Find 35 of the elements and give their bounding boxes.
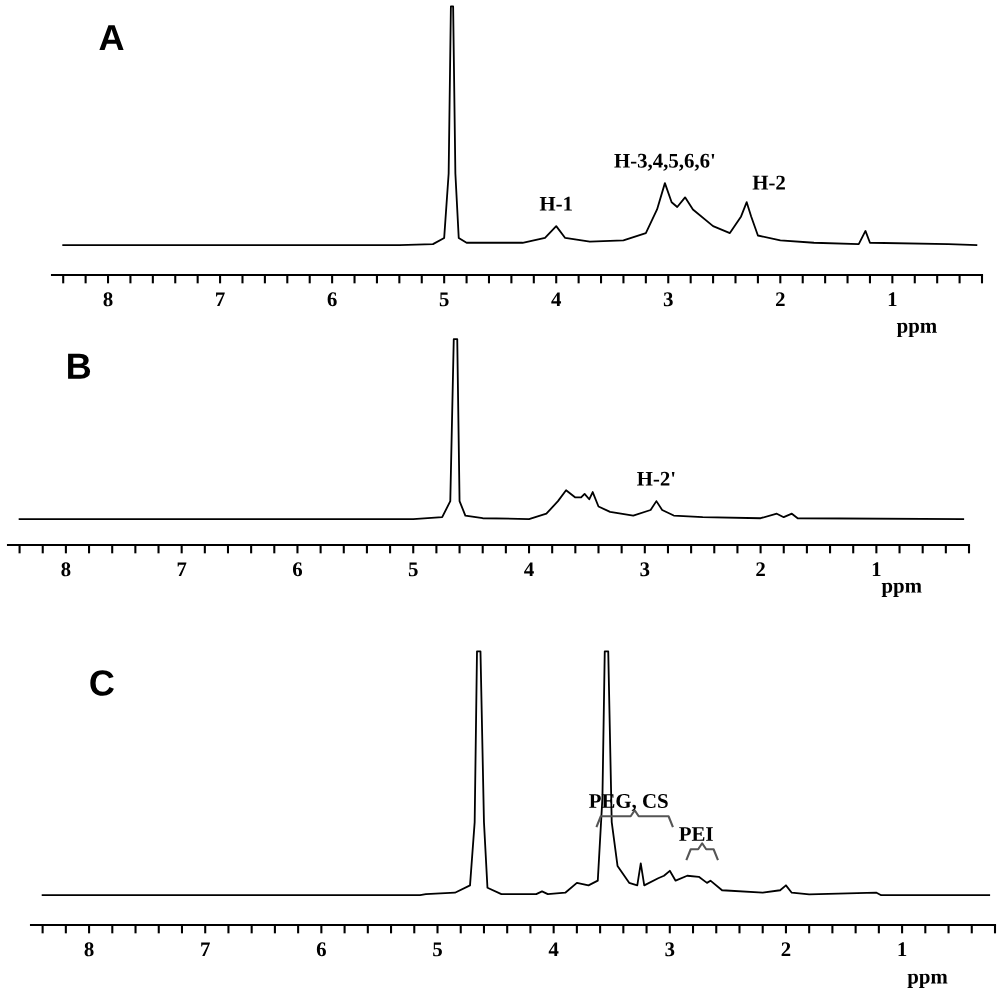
x-tick-label: 1	[872, 562, 881, 577]
annotation: H-2	[752, 175, 785, 190]
x-tick-label: 6	[292, 562, 303, 577]
x-axis-title: ppm	[907, 973, 948, 988]
x-tick-label: 3	[663, 292, 673, 307]
x-tick-label: 5	[408, 562, 418, 577]
x-tick-label: 4	[524, 562, 534, 577]
x-tick-label: 7	[216, 292, 225, 307]
x-tick-label: 2	[775, 292, 785, 307]
x-tick-label: 3	[665, 942, 675, 957]
x-tick-label: 3	[640, 562, 650, 577]
annotation: H-2'	[637, 471, 675, 486]
x-axis-title: ppm	[881, 582, 922, 598]
x-tick-label: 4	[551, 292, 562, 307]
x-tick-label: 8	[61, 562, 71, 577]
x-tick-label: 6	[327, 292, 337, 307]
x-tick-label: 4	[548, 942, 559, 957]
annotation: H-3,4,5,6,6'	[614, 153, 715, 171]
x-tick-label: 7	[201, 942, 210, 957]
chart-title: B	[68, 353, 91, 379]
annotation: PEI	[679, 827, 713, 841]
annotation: H-1	[539, 196, 572, 211]
x-tick-label: 8	[103, 292, 113, 307]
x-tick-label: 6	[316, 942, 326, 957]
x-tick-label: 2	[781, 942, 791, 957]
x-tick-label: 8	[84, 942, 94, 957]
chart-title: A	[99, 25, 124, 51]
x-tick-label: 1	[888, 292, 897, 307]
x-tick-label: 7	[177, 562, 187, 577]
chart-title: C	[90, 670, 114, 696]
x-tick-label: 2	[756, 562, 765, 577]
x-tick-label: 1	[898, 942, 907, 957]
x-tick-label: 5	[439, 292, 449, 307]
x-tick-label: 5	[433, 942, 442, 957]
x-axis-title: ppm	[896, 322, 937, 338]
